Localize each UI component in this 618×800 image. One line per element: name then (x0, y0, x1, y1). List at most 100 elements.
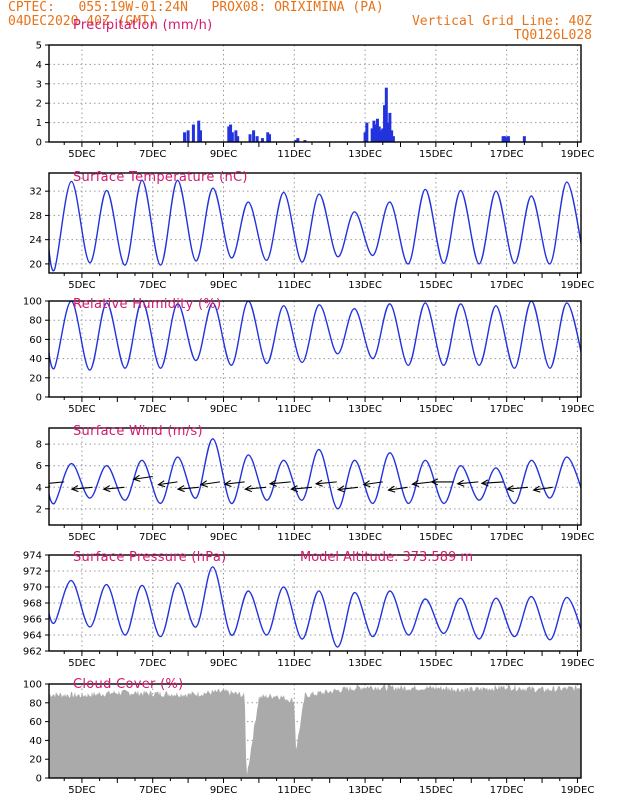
precip-bar (268, 134, 272, 142)
wind-arrow-shaft (158, 481, 178, 486)
x-tick-label: 19DEC (561, 149, 595, 160)
y-tick-label: 972 (23, 567, 42, 578)
wind-arrow-shaft (200, 481, 221, 486)
precip-bar (183, 132, 187, 142)
wind-arrow-head (387, 485, 396, 493)
precip-bar (374, 124, 378, 142)
x-tick-label: 13DEC (348, 785, 382, 796)
y-tick-label: 40 (29, 354, 42, 365)
wind-arrow-head (314, 479, 323, 487)
panel-4: 2 4 6 8 5DEC 7DEC 9DEC 11DEC 13DEC 15DEC 17DEC 19DE… (36, 424, 595, 543)
y-tick-label: 24 (29, 235, 42, 246)
wind-arrow-shaft (71, 486, 93, 490)
wind-arrow-shaft (133, 475, 153, 480)
x-tick-label: 15DEC (419, 785, 453, 796)
wind-arrow-shaft (363, 481, 383, 486)
wind-arrow-head (70, 485, 79, 493)
panel-2: 20 24 28 32 5DEC 7DEC 9DEC 11DEC 13DEC 15DEC 17DEC… (29, 170, 594, 291)
x-tick-label: 15DEC (419, 658, 453, 669)
x-tick-label: 11DEC (277, 532, 311, 543)
x-tick-label: 11DEC (277, 280, 311, 291)
x-tick-label: 15DEC (419, 149, 453, 160)
y-tick-label: 966 (23, 615, 42, 626)
wind-arrow-head (362, 480, 371, 488)
wind-arrow-head (132, 474, 141, 482)
precip-bar (191, 124, 195, 142)
y-tick-label: 0 (36, 393, 42, 404)
x-tick-label: 13DEC (348, 280, 382, 291)
wind-arrow-head (532, 485, 541, 493)
grid-lines (49, 45, 581, 142)
x-tick-label: 5DEC (68, 280, 95, 291)
series-line (49, 179, 581, 272)
precip-bar (230, 132, 234, 142)
wind-arrow-head (456, 479, 465, 487)
y-tick-label: 968 (23, 599, 42, 610)
x-tick-label: 17DEC (490, 532, 524, 543)
y-tick-label: 20 (29, 755, 42, 766)
precip-bar (379, 130, 383, 142)
wind-arrow-shaft (49, 481, 65, 484)
data-layer (49, 301, 581, 371)
wind-arrow-head (480, 479, 489, 487)
wind-arrow-shaft (338, 486, 359, 491)
wind-arrow-shaft (412, 481, 433, 485)
precip-bar (186, 130, 190, 142)
y-tick-label: 2 (36, 504, 42, 515)
y-tick-label: 0 (36, 774, 42, 785)
y-tick-label: 974 (23, 551, 42, 562)
y-tick-label: 80 (29, 698, 42, 709)
x-tick-label: 19DEC (561, 785, 595, 796)
wind-arrow-head (430, 478, 439, 486)
precip-bar (372, 120, 376, 142)
precip-bar (303, 140, 307, 142)
precip-bar (227, 126, 231, 142)
y-tick-label: 60 (29, 335, 42, 346)
x-tick-label: 15DEC (419, 280, 453, 291)
data-layer (183, 87, 526, 142)
y-tick-label: 2 (36, 99, 42, 110)
precip-bar (391, 136, 395, 142)
precip-bar (294, 140, 298, 142)
precip-bar (255, 136, 259, 142)
x-tick-label: 11DEC (277, 785, 311, 796)
precip-bar (501, 136, 505, 142)
x-tick-label: 19DEC (561, 658, 595, 669)
precip-bar (296, 138, 300, 142)
wind-arrow-shaft (291, 486, 313, 490)
panel-title: Cloud Cover (%) (73, 677, 183, 692)
precip-bar (197, 120, 201, 142)
wind-arrow-head (157, 480, 166, 488)
precip-bar (229, 124, 233, 142)
plot-frame (48, 683, 582, 779)
precip-bar (252, 130, 256, 142)
x-tick-label: 19DEC (561, 404, 595, 415)
y-tick-label: 1 (36, 118, 42, 129)
precip-bar (234, 130, 238, 142)
header-grid-line-note: Vertical Grid Line: 40Z (411, 14, 592, 29)
plot-frame (48, 172, 582, 274)
wind-arrow-shaft (533, 486, 553, 491)
precip-bar (503, 136, 507, 142)
panel-title: Surface Wind (m/s) (73, 424, 203, 439)
data-layer (49, 566, 581, 648)
x-tick-label: 15DEC (419, 404, 453, 415)
x-tick-label: 17DEC (490, 149, 524, 160)
wind-arrow-head (244, 485, 253, 493)
y-tick-label: 962 (23, 647, 42, 658)
x-tick-label: 19DEC (561, 532, 595, 543)
grid-lines (49, 301, 581, 397)
y-tick-label: 4 (36, 483, 42, 494)
y-tick-label: 20 (29, 259, 42, 270)
plot-frame (48, 300, 582, 398)
x-tick-label: 17DEC (490, 658, 524, 669)
y-tick-label: 100 (23, 297, 42, 308)
y-tick-label: 6 (36, 461, 42, 472)
x-tick-label: 15DEC (419, 532, 453, 543)
grid-lines (49, 428, 581, 525)
wind-arrow-head (336, 485, 345, 493)
y-tick-label: 4 (36, 60, 42, 71)
precip-bar (260, 138, 264, 142)
header-model-code: TQ0126L028 (513, 28, 592, 43)
precip-bar (384, 87, 388, 142)
